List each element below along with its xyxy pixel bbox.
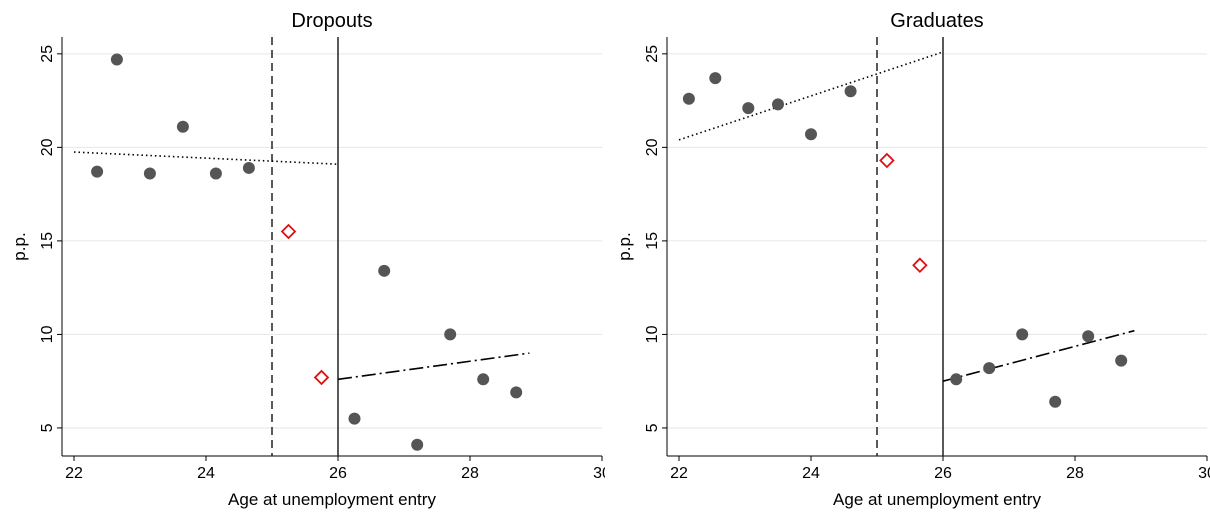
y-tick-label: 25 xyxy=(39,45,56,63)
data-point-post xyxy=(983,362,996,375)
x-tick-label: 28 xyxy=(461,465,479,482)
chart-graduates: 5 10 15 20 25 22 24 26 28 30 Graduates Age at unemp… xyxy=(615,10,1210,509)
data-point-pre xyxy=(209,167,222,180)
x-tick-label: 22 xyxy=(65,465,83,482)
fit-line-post xyxy=(337,352,530,381)
data-point-pre xyxy=(110,53,123,66)
data-point-post xyxy=(348,412,361,425)
x-tick-label: 24 xyxy=(802,465,820,482)
y-tick-label: 20 xyxy=(39,138,56,156)
y-tick-label: 15 xyxy=(644,232,661,250)
x-tick-label: 22 xyxy=(670,465,688,482)
x-tick-label: 30 xyxy=(1198,465,1210,482)
excluded-point xyxy=(280,223,297,240)
data-point-pre xyxy=(176,120,189,133)
data-point-post xyxy=(1082,330,1095,343)
x-tick-label: 26 xyxy=(934,465,952,482)
x-tick-label: 30 xyxy=(593,465,605,482)
y-axis-label: p.p. xyxy=(10,232,29,260)
excluded-point xyxy=(912,257,928,273)
data-point-post xyxy=(444,328,457,341)
y-tick-label: 15 xyxy=(39,232,56,250)
fit-line-pre xyxy=(73,151,339,165)
x-axis-label: Age at unemployment entry xyxy=(833,490,1041,509)
y-tick-label: 10 xyxy=(39,325,56,343)
x-tick-label: 24 xyxy=(197,465,215,482)
chart-dropouts: 5 10 15 20 25 22 24 26 28 30 Dropouts Age at unempl… xyxy=(10,10,605,509)
data-point-pre xyxy=(742,102,755,115)
y-tick-label: 5 xyxy=(39,423,56,432)
chart-title: Dropouts xyxy=(291,10,372,32)
data-point-post xyxy=(1016,328,1029,341)
data-point-pre xyxy=(682,92,695,105)
x-tick-label: 28 xyxy=(1066,465,1084,482)
excluded-point xyxy=(313,369,330,386)
data-point-post xyxy=(477,373,490,386)
data-point-post xyxy=(1049,395,1062,408)
y-axis-label: p.p. xyxy=(615,232,634,260)
data-point-pre xyxy=(844,85,857,98)
x-axis-label: Age at unemployment entry xyxy=(228,490,436,509)
data-point-post xyxy=(510,386,523,399)
data-point-post xyxy=(378,264,391,277)
data-point-pre xyxy=(805,128,817,141)
fit-line-post xyxy=(942,329,1135,382)
y-tick-label: 20 xyxy=(644,138,661,156)
fit-line-pre xyxy=(678,51,944,141)
data-point-pre xyxy=(709,72,722,85)
data-point-pre xyxy=(143,167,156,180)
y-tick-label: 5 xyxy=(644,423,661,432)
excluded-point xyxy=(879,152,895,169)
x-tick-label: 26 xyxy=(329,465,347,482)
data-point-post xyxy=(1115,354,1128,367)
y-tick-label: 25 xyxy=(644,45,661,63)
data-point-pre xyxy=(242,161,255,174)
y-tick-label: 10 xyxy=(644,325,661,343)
data-point-pre xyxy=(772,98,784,111)
data-point-post xyxy=(411,438,424,451)
data-point-pre xyxy=(91,165,104,178)
chart-title: Graduates xyxy=(890,10,983,32)
data-point-post xyxy=(950,373,963,386)
